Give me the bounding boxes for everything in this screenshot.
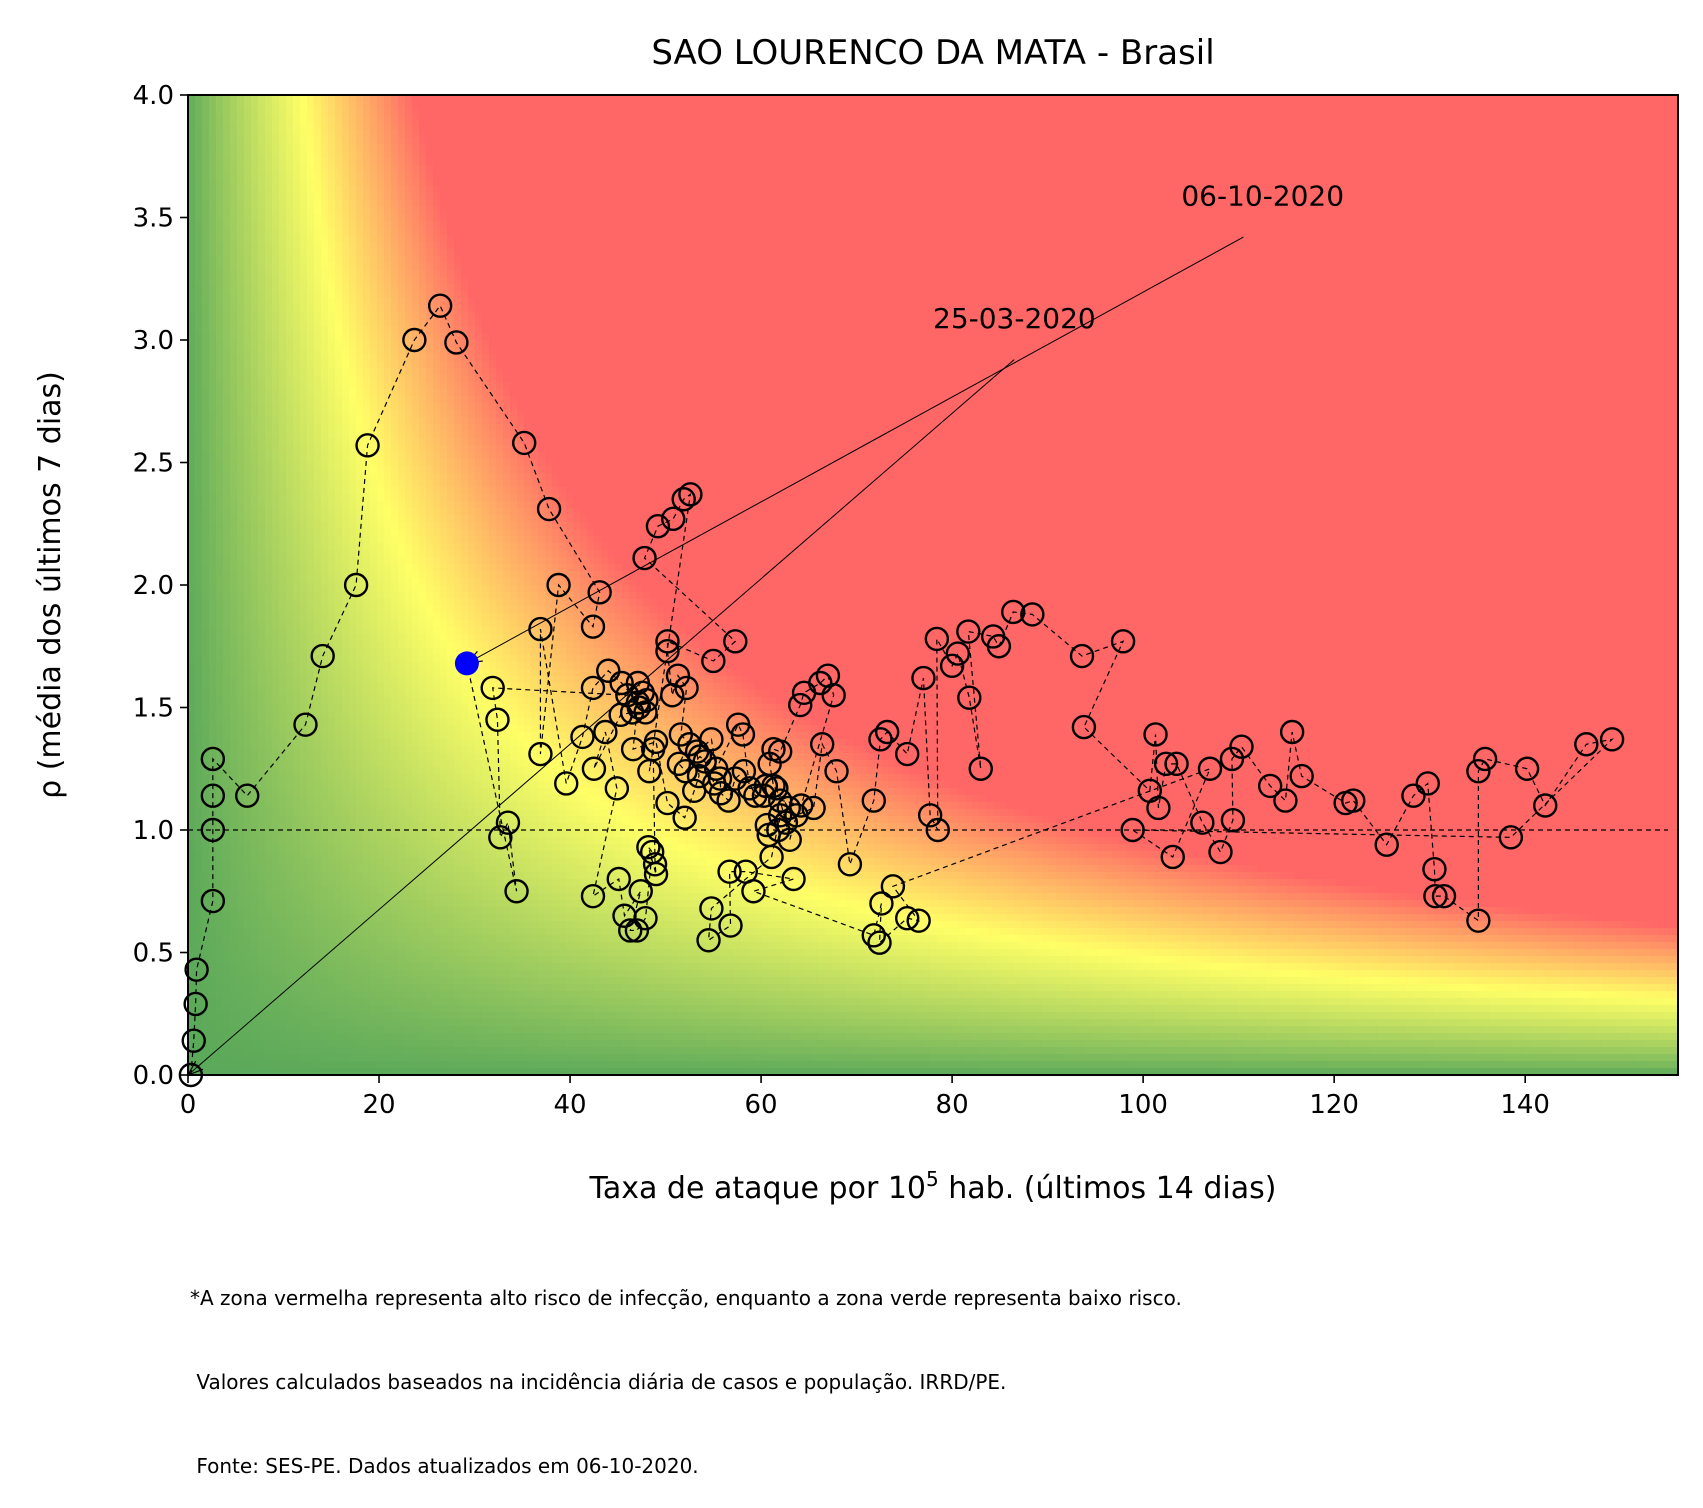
y-tick-label: 1.5 [133,694,174,724]
footnote-line: Fonte: SES-PE. Dados atualizados em 06-1… [190,1452,1670,1480]
x-tick-label: 60 [745,1090,778,1120]
x-tick-label: 140 [1500,1090,1550,1120]
y-tick-label: 3.0 [133,326,174,356]
y-tick-label: 0.5 [133,939,174,969]
annotation-label: 25-03-2020 [933,302,1096,335]
annotation-label: 06-10-2020 [1181,179,1344,212]
y-tick-label: 2.0 [133,571,174,601]
y-axis-label: ρ (média dos últimos 7 dias) [33,371,68,799]
footnote-line: Valores calculados baseados na incidênci… [190,1368,1670,1396]
x-tick-label: 120 [1309,1090,1359,1120]
risk-heatmap-background [188,95,1680,1076]
y-tick-label: 1.0 [133,816,174,846]
footnote: *A zona vermelha representa alto risco d… [190,1228,1670,1508]
y-tick-label: 4.0 [133,81,174,111]
x-tick-label: 0 [180,1090,197,1120]
chart-title: SAO LOURENCO DA MATA - Brasil [651,33,1214,73]
x-tick-label: 20 [362,1090,395,1120]
x-axis-label: Taxa de ataque por 105 hab. (últimos 14 … [589,1167,1277,1206]
x-tick-label: 100 [1118,1090,1168,1120]
y-tick-label: 0.0 [133,1061,174,1091]
y-tick-label: 3.5 [133,204,174,234]
last-data-point [455,651,479,675]
risk-scatter-chart: SAO LOURENCO DA MATA - Brasil 0 20 40 60 80 1… [0,0,1703,1357]
x-tick-label: 80 [936,1090,969,1120]
y-tick-label: 2.5 [133,449,174,479]
y-axis-ticks: 0.0 0.5 1.0 1.5 2.0 2.5 3.0 3.5 4.0 [133,81,188,1091]
x-tick-label: 40 [554,1090,587,1120]
footnote-line: *A zona vermelha representa alto risco d… [190,1284,1670,1312]
x-axis-ticks: 0 20 40 60 80 100 120 140 [180,1075,1550,1120]
